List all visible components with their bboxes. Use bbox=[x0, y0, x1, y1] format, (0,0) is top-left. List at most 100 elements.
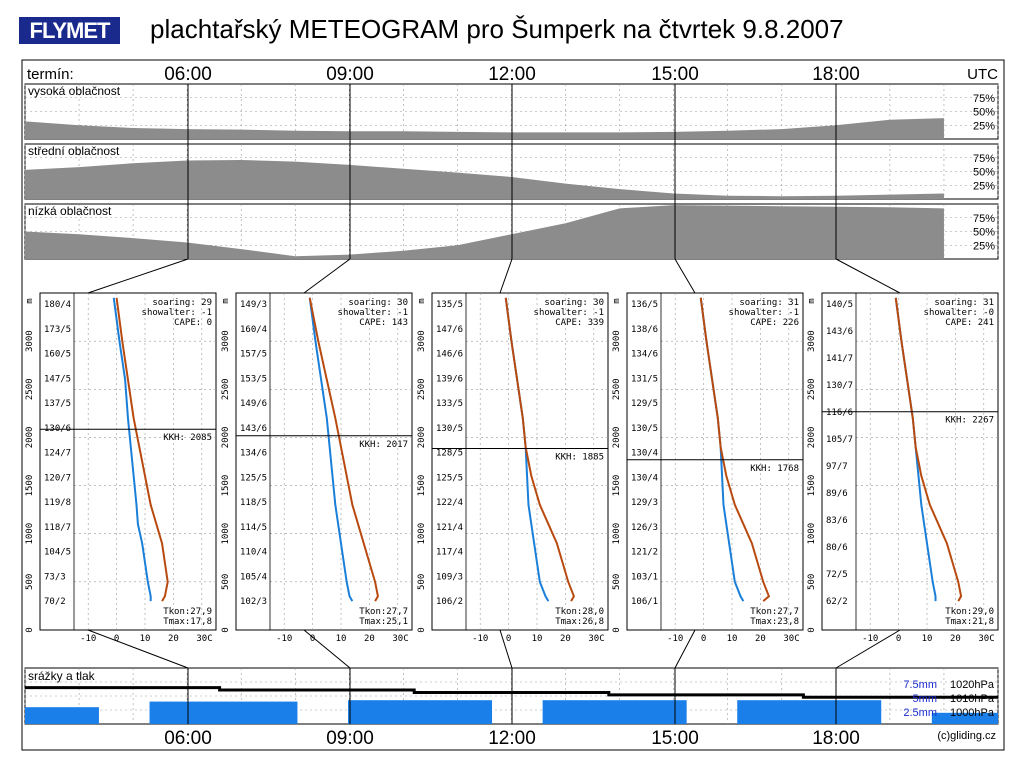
cloud-area bbox=[25, 159, 944, 199]
connector-line bbox=[499, 629, 513, 669]
altitude-tick-label: 3000 bbox=[612, 330, 622, 352]
level-label: 83/6 bbox=[826, 516, 848, 526]
soaring-label: soaring: 29 bbox=[152, 298, 212, 308]
tmax-label: Tmax:26,8 bbox=[555, 617, 604, 627]
tmax-label: Tmax:17,8 bbox=[163, 617, 212, 627]
temp-tick-label: 10 bbox=[140, 634, 151, 644]
altitude-tick-label: 3000 bbox=[25, 330, 35, 352]
altitude-tick-label: 1500 bbox=[612, 475, 622, 497]
tkon-label: Tkon:28,0 bbox=[555, 607, 604, 617]
level-label: 105/4 bbox=[240, 572, 267, 582]
precip-scale-label: 7.5mm bbox=[903, 679, 937, 691]
level-label: 119/8 bbox=[44, 498, 71, 508]
temp-tick-label: -10 bbox=[667, 634, 683, 644]
connector-line bbox=[674, 629, 696, 669]
tkon-label: Tkon:29,0 bbox=[945, 607, 994, 617]
temp-tick-label: C bbox=[599, 634, 604, 644]
temp-tick-label: 0 bbox=[506, 634, 511, 644]
level-label: 128/5 bbox=[436, 449, 463, 459]
soaring-label: soaring: 30 bbox=[544, 298, 604, 308]
altitude-tick-label: 0 bbox=[221, 627, 231, 632]
sounding-frame bbox=[431, 292, 609, 631]
temp-tick-label: 20 bbox=[168, 634, 179, 644]
copyright-label: (c)gliding.cz bbox=[937, 730, 996, 742]
connector-line bbox=[303, 629, 351, 669]
level-label: 130/7 bbox=[826, 381, 853, 391]
time-tick-bottom: 09:00 bbox=[326, 728, 374, 749]
level-label: 62/2 bbox=[826, 597, 848, 607]
precip-panel-title: srážky a tlak bbox=[28, 669, 96, 683]
kkh-label: KKH: 1768 bbox=[750, 464, 799, 474]
temp-tick-label: 30 bbox=[783, 634, 794, 644]
time-tick-top: 18:00 bbox=[812, 64, 860, 85]
time-tick-top: 09:00 bbox=[326, 64, 374, 85]
tmax-label: Tmax:23,8 bbox=[750, 617, 799, 627]
level-label: 149/6 bbox=[240, 399, 267, 409]
altitude-tick-label: 2000 bbox=[25, 427, 35, 449]
cloud-percent-label: 50% bbox=[973, 227, 995, 239]
altitude-tick-label: 0 bbox=[417, 627, 427, 632]
showalter-label: showalter: -1 bbox=[729, 308, 799, 318]
cape-label: CAPE: 241 bbox=[945, 318, 994, 328]
altitude-tick-label: 1500 bbox=[807, 475, 817, 497]
level-label: 109/3 bbox=[436, 572, 463, 582]
temp-tick-label: 30 bbox=[392, 634, 403, 644]
showalter-label: showalter: -1 bbox=[142, 308, 212, 318]
tmax-label: Tmax:25,1 bbox=[359, 617, 408, 627]
altitude-tick-label: 1500 bbox=[417, 475, 427, 497]
altitude-tick-label: 2500 bbox=[221, 378, 231, 400]
tkon-label: Tkon:27,9 bbox=[163, 607, 212, 617]
showalter-label: showalter: -1 bbox=[534, 308, 604, 318]
level-label: 106/2 bbox=[436, 597, 463, 607]
sounding-frame bbox=[235, 292, 413, 631]
level-label: 103/1 bbox=[631, 572, 658, 582]
level-label: 120/7 bbox=[44, 473, 71, 483]
level-label: 147/6 bbox=[436, 325, 463, 335]
altitude-tick-label: 1000 bbox=[221, 523, 231, 545]
sounding-curve bbox=[894, 297, 963, 602]
time-tick-bottom: 06:00 bbox=[164, 728, 212, 749]
cloud-panel-title: vysoká oblačnost bbox=[28, 84, 121, 98]
precip-panel: srážky a tlak 7.5mm 5mm 2.5mm 1020hPa 1010hPa… bbox=[24, 667, 999, 725]
altitude-tick-label: 3000 bbox=[221, 330, 231, 352]
altitude-tick-label: 2500 bbox=[417, 378, 427, 400]
sounding-frame bbox=[39, 292, 217, 631]
level-label: 137/5 bbox=[44, 399, 71, 409]
temp-tick-label: -10 bbox=[472, 634, 488, 644]
altitude-tick-label: 2500 bbox=[807, 378, 817, 400]
level-label: 121/4 bbox=[436, 523, 463, 533]
level-label: 73/3 bbox=[44, 572, 66, 582]
sounding-curve bbox=[308, 297, 354, 602]
temp-tick-label: 0 bbox=[114, 634, 119, 644]
temp-tick-label: 0 bbox=[310, 634, 315, 644]
sounding-panel: 500 1000 1500 2000 2500 3000 0 m -10 0 10 20 30 C 140/… bbox=[807, 292, 999, 644]
level-label: 122/4 bbox=[436, 498, 463, 508]
sounding-curve bbox=[308, 297, 379, 602]
time-tick-bottom: 12:00 bbox=[488, 728, 536, 749]
level-label: 106/1 bbox=[631, 597, 658, 607]
temp-tick-label: 20 bbox=[755, 634, 766, 644]
altitude-tick-label: 2000 bbox=[417, 427, 427, 449]
altitude-tick-label: 1500 bbox=[25, 475, 35, 497]
temp-tick-label: 20 bbox=[364, 634, 375, 644]
level-label: 70/2 bbox=[44, 597, 66, 607]
sounding-curve bbox=[504, 297, 576, 602]
tmax-label: Tmax:21,8 bbox=[945, 617, 994, 627]
temp-tick-label: 30 bbox=[588, 634, 599, 644]
level-label: 118/5 bbox=[240, 498, 267, 508]
altitude-tick-label: 1000 bbox=[807, 523, 817, 545]
time-axis-unit: UTC bbox=[967, 66, 998, 83]
level-label: 133/5 bbox=[436, 399, 463, 409]
showalter-label: showalter: -1 bbox=[338, 308, 408, 318]
level-label: 110/4 bbox=[240, 548, 267, 558]
level-label: 72/5 bbox=[826, 570, 848, 580]
cloud-percent-label: 25% bbox=[973, 120, 995, 132]
sounding-curve bbox=[699, 297, 771, 602]
level-label: 121/2 bbox=[631, 548, 658, 558]
level-label: 117/4 bbox=[436, 548, 463, 558]
temp-tick-label: 30 bbox=[196, 634, 207, 644]
pressure-scale-label: 1010hPa bbox=[950, 693, 995, 705]
precip-bar bbox=[149, 701, 298, 724]
level-label: 125/5 bbox=[240, 473, 267, 483]
level-label: 125/5 bbox=[436, 473, 463, 483]
